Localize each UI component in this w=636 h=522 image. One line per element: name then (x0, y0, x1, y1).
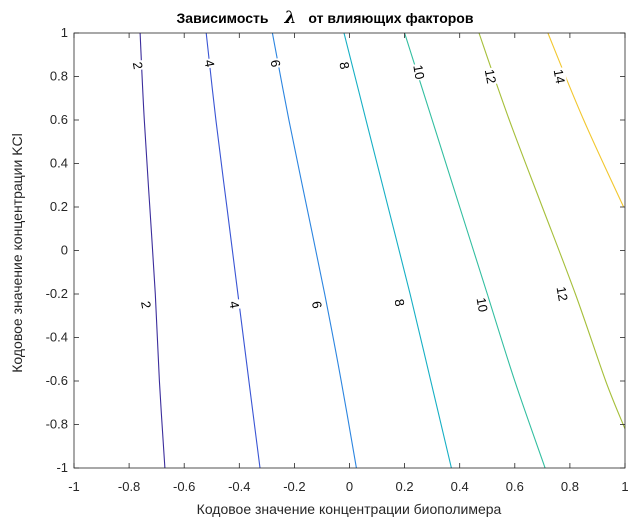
contour-line-2 (139, 33, 166, 468)
contour-label-6: 6 (268, 58, 284, 68)
contour-label-bg (551, 67, 568, 86)
contour-label-bg (268, 57, 283, 70)
contour-label-bg (202, 57, 217, 70)
contour-line-14 (547, 33, 625, 208)
contour-label-10: 10 (474, 296, 491, 313)
x-tick-label: -0.4 (228, 479, 250, 494)
x-tick-label: 0.4 (451, 479, 469, 494)
y-tick-label: -0.4 (46, 330, 68, 345)
x-tick-label: -0.6 (173, 479, 195, 494)
x-axis-label: Кодовое значение концентрации биополимер… (197, 501, 502, 517)
x-tick-label: -0.8 (118, 479, 140, 494)
y-tick-label: 1 (61, 25, 68, 40)
contour-label-10: 10 (410, 64, 427, 81)
contour-label-bg (411, 62, 427, 82)
chart-title-lambda: λ (283, 8, 296, 28)
contour-label-bg (227, 299, 242, 311)
y-tick-label: -0.6 (46, 373, 68, 388)
contour-label-6: 6 (309, 300, 325, 310)
contour-label-2: 2 (138, 300, 154, 310)
contour-label-bg (130, 59, 146, 72)
y-tick-label: 0.6 (50, 112, 68, 127)
axes-frame (73, 32, 626, 469)
contour-label-2: 2 (130, 61, 146, 71)
y-tick-label: 0.2 (50, 199, 68, 214)
contour-label-12: 12 (553, 285, 570, 302)
contour-label-bg (138, 299, 154, 311)
contour-label-4: 4 (226, 300, 242, 310)
contour-label-4: 4 (201, 58, 217, 68)
contour-lines (139, 33, 625, 468)
x-tick-label: -1 (68, 479, 80, 494)
y-axis-label: Кодовое значение концентрации KCl (9, 133, 25, 373)
y-ticks: -1 -0.8 -0.6 -0.4 -0.2 0 0.2 0.4 0.6 0.8 1 (46, 25, 625, 475)
contour-label-8: 8 (392, 298, 408, 308)
y-tick-label: 0.4 (50, 156, 68, 171)
contour-label-bg (309, 299, 325, 311)
chart-title: Зависимость λ от влияющих факторов (177, 8, 474, 28)
contour-line-6 (271, 33, 357, 468)
contour-label-bg (474, 295, 491, 315)
x-tick-label: 0.8 (561, 479, 579, 494)
contour-label-14: 14 (551, 68, 568, 85)
y-tick-label: -0.8 (46, 417, 68, 432)
chart-title-suffix: от влияющих факторов (308, 10, 473, 26)
x-tick-label: 1 (621, 479, 628, 494)
contour-labels: 2 2 4 4 6 6 8 8 10 10 12 12 14 (130, 57, 571, 315)
x-tick-label: 0.6 (506, 479, 524, 494)
contour-label-bg (337, 59, 352, 72)
x-tick-label: 0 (346, 479, 353, 494)
contour-line-4 (205, 33, 261, 468)
plot-frame (73, 32, 626, 469)
contour-label-8: 8 (336, 61, 352, 71)
contour-label-bg (392, 296, 407, 309)
contour-label-bg (482, 67, 499, 86)
contour-line-10 (404, 33, 546, 468)
y-tick-label: -0.2 (46, 286, 68, 301)
contour-line-12 (478, 33, 625, 430)
y-tick-label: -1 (56, 460, 68, 475)
x-tick-label: 0.2 (396, 479, 414, 494)
contour-line-8 (343, 33, 452, 468)
y-tick-label: 0.8 (50, 69, 68, 84)
chart-title-prefix: Зависимость (177, 10, 269, 26)
y-tick-label: 0 (61, 243, 68, 258)
contour-label-bg (554, 284, 570, 304)
contour-label-12: 12 (482, 68, 499, 85)
x-tick-label: -0.2 (283, 479, 305, 494)
x-ticks: -1 -0.8 -0.6 -0.4 -0.2 0 0.2 0.4 0.6 0.8 1 (68, 33, 629, 494)
